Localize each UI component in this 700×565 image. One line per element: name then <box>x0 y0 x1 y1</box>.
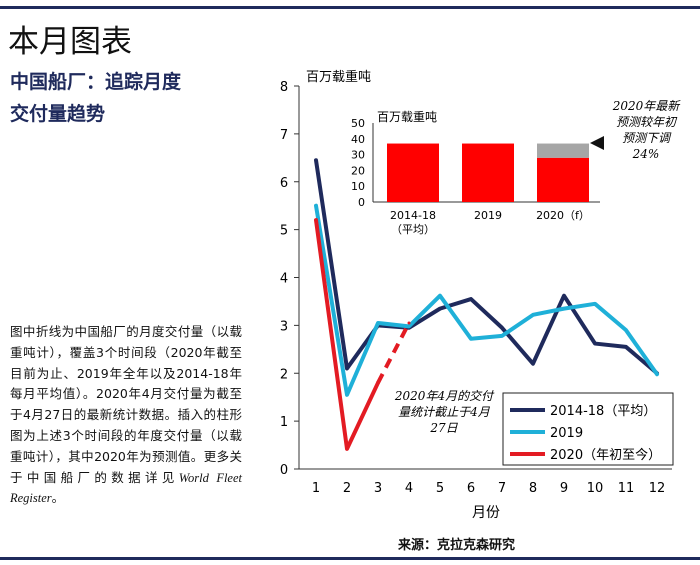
chart-description: 图中折线为中国船厂的月度交付量（以载重吨计），覆盖3个时间段（2020年截至目前… <box>10 322 242 509</box>
y-tick-label: 7 <box>280 128 288 143</box>
bar-category-label: （平均） <box>391 223 435 236</box>
legend-label: 2020（年初至今） <box>550 447 661 463</box>
series-point-0 <box>624 345 628 349</box>
series-point-1 <box>593 302 597 306</box>
y-tick-label: 0 <box>280 463 288 478</box>
series-point-2 <box>376 381 380 385</box>
series-point-1 <box>314 204 318 208</box>
line-annotation-text: 2020年4月的交付 <box>394 389 495 403</box>
y-tick-label: 2 <box>280 367 288 382</box>
series-point-2 <box>345 447 349 451</box>
chart-heading: 中国船厂：追踪月度 交付量趋势 <box>10 66 250 130</box>
page-title: 本月图表 <box>8 24 132 60</box>
source-label: 来源：克拉克森研究 <box>398 538 516 553</box>
bar-y-tick-label: 40 <box>351 133 365 146</box>
bar-forecast-cut <box>537 143 589 158</box>
x-tick-label: 12 <box>649 481 666 496</box>
bottom-rule <box>0 557 700 560</box>
bar-annotation-text: 预测下调 <box>622 131 672 145</box>
chart-heading-line-2: 交付量趋势 <box>10 103 106 125</box>
y-axis-label: 百万载重吨 <box>306 69 371 85</box>
y-tick-label: 3 <box>280 319 288 334</box>
bar-category-label: 2014-18 <box>390 209 436 222</box>
bar-annotation-text: 2020年最新 <box>612 99 682 113</box>
series-point-1 <box>500 334 504 338</box>
legend-label: 2014-18（平均） <box>550 404 656 419</box>
series-point-1 <box>655 372 659 376</box>
series-point-0 <box>531 362 535 366</box>
bar-value <box>537 157 589 202</box>
series-point-0 <box>562 294 566 298</box>
x-tick-label: 8 <box>529 481 537 496</box>
bar-y-tick-label: 20 <box>351 164 365 177</box>
x-tick-label: 3 <box>374 481 382 496</box>
bar-y-tick-label: 30 <box>351 149 365 162</box>
x-axis-label: 月份 <box>472 505 500 521</box>
y-tick-label: 1 <box>280 415 288 430</box>
y-tick-label: 8 <box>280 80 288 95</box>
line-annotation-text: 量统计截止于4月 <box>398 405 491 419</box>
bar-y-tick-label: 0 <box>358 196 365 209</box>
series-point-1 <box>624 328 628 332</box>
legend-label: 2019 <box>550 426 583 441</box>
x-tick-label: 6 <box>467 481 475 496</box>
bar-y-tick-label: 10 <box>351 180 365 193</box>
series-point-0 <box>314 158 318 162</box>
bar-annotation-arrow-icon <box>590 136 604 150</box>
series-point-0 <box>438 307 442 311</box>
bar-annotation-text: 预测较年初 <box>616 115 678 129</box>
series-point-0 <box>469 297 473 301</box>
x-tick-label: 10 <box>587 481 604 496</box>
bar-y-tick-label: 50 <box>351 117 365 130</box>
line-annotation-text: 27日 <box>429 421 458 435</box>
x-tick-label: 11 <box>618 481 635 496</box>
series-point-2 <box>407 321 411 325</box>
bar-value <box>387 143 439 202</box>
x-tick-label: 7 <box>498 481 506 496</box>
series-dashed-line-2 <box>376 322 411 384</box>
y-tick-label: 5 <box>280 224 288 239</box>
series-point-2 <box>314 218 318 222</box>
bar-annotation-text: 24% <box>632 147 660 161</box>
bar-y-axis-label: 百万载重吨 <box>377 110 437 124</box>
y-tick-label: 6 <box>280 176 288 191</box>
x-tick-label: 2 <box>343 481 351 496</box>
description-text: 图中折线为中国船厂的月度交付量（以载重吨计），覆盖3个时间段（2020年截至目前… <box>10 324 242 485</box>
series-point-1 <box>345 393 349 397</box>
x-tick-label: 1 <box>312 481 320 496</box>
x-tick-label: 5 <box>436 481 444 496</box>
chart-heading-line-1: 中国船厂：追踪月度 <box>10 71 182 93</box>
series-point-1 <box>376 321 380 325</box>
bar-value <box>462 143 514 202</box>
bar-category-label: 2019 <box>474 209 502 222</box>
series-point-1 <box>531 313 535 317</box>
bar-category-label: 2020（f） <box>536 209 590 222</box>
series-point-0 <box>500 326 504 330</box>
top-rule <box>0 6 700 9</box>
series-line-1 <box>314 203 659 397</box>
x-tick-label: 9 <box>560 481 568 496</box>
series-point-1 <box>438 294 442 298</box>
description-publication: World Fleet Register <box>10 470 242 506</box>
series-point-0 <box>345 366 349 370</box>
series-point-1 <box>562 307 566 311</box>
series-point-1 <box>469 337 473 341</box>
y-tick-label: 4 <box>280 272 288 287</box>
x-tick-label: 4 <box>405 481 413 496</box>
series-point-0 <box>593 342 597 346</box>
description-end: 。 <box>51 490 65 506</box>
series-point-1 <box>407 324 411 328</box>
